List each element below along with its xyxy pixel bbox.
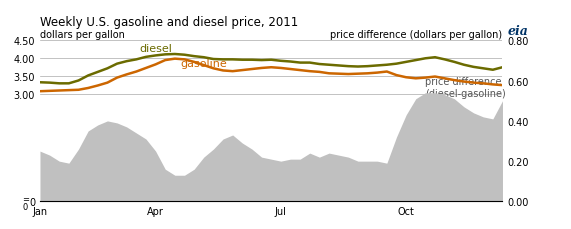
Text: Weekly U.S. gasoline and diesel price, 2011: Weekly U.S. gasoline and diesel price, 2… (40, 15, 298, 28)
Text: gasoline: gasoline (180, 59, 227, 69)
Text: 0: 0 (23, 202, 28, 211)
Text: eia: eia (507, 25, 528, 38)
Text: price difference (dollars per gallon): price difference (dollars per gallon) (331, 30, 502, 40)
Text: dollars per gallon: dollars per gallon (40, 30, 125, 40)
Text: =: = (22, 194, 29, 203)
Text: diesel: diesel (139, 43, 172, 53)
Text: price difference
(diesel-gasoline): price difference (diesel-gasoline) (425, 77, 506, 98)
